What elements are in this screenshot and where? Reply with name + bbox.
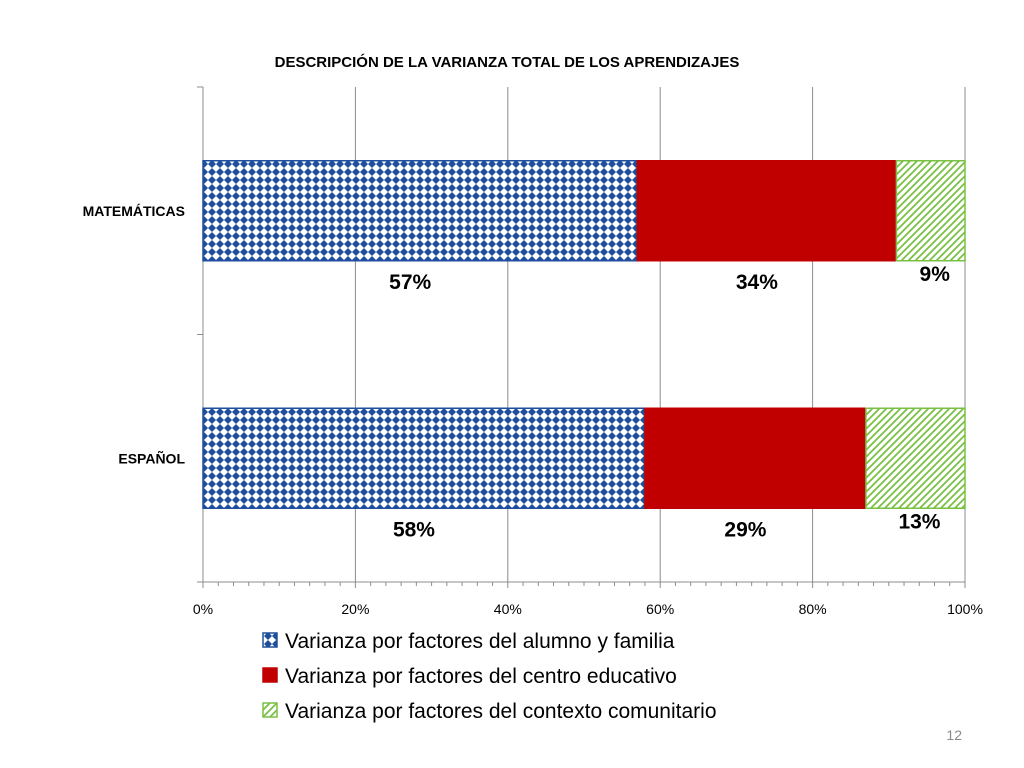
data-label: 29% <box>724 518 766 541</box>
data-label: 9% <box>920 263 951 286</box>
bar-segment <box>865 407 966 509</box>
x-tick-label: 100% <box>947 601 983 617</box>
slide-number: 12 <box>946 727 962 743</box>
legend-swatch <box>262 667 278 683</box>
bar-segment <box>644 407 867 509</box>
x-tick-labels: 0% 20% 40% 60% 80% 100% <box>193 601 983 617</box>
data-label: 57% <box>389 271 431 294</box>
chart-title: DESCRIPCIÓN DE LA VARIANZA TOTAL DE LOS … <box>275 53 740 71</box>
data-labels: 57% 34% 9% 58% 29% 13% <box>389 263 950 542</box>
legend-label: Varianza por factores del contexto comun… <box>285 700 717 723</box>
legend-swatch <box>262 702 278 718</box>
legend-swatch <box>262 632 278 648</box>
bar-segment <box>202 407 646 509</box>
legend-label: Varianza por factores del centro educati… <box>285 665 677 688</box>
legend: Varianza por factores del alumno y famil… <box>262 630 717 723</box>
x-tick-label: 60% <box>646 601 674 617</box>
data-label: 13% <box>898 510 940 533</box>
category-labels: MATEMÁTICAS ESPAÑOL <box>83 203 186 467</box>
bars <box>202 160 966 509</box>
bar-segment <box>636 160 898 262</box>
x-tick-label: 20% <box>341 601 369 617</box>
category-label: ESPAÑOL <box>118 449 185 466</box>
category-label: MATEMÁTICAS <box>83 203 185 219</box>
x-tick-label: 0% <box>193 601 213 617</box>
bar-segment <box>895 160 966 262</box>
legend-label: Varianza por factores del alumno y famil… <box>285 630 675 653</box>
x-tick-label: 80% <box>799 601 827 617</box>
data-label: 34% <box>736 271 778 294</box>
x-tick-label: 40% <box>494 601 522 617</box>
bar-segment <box>202 160 639 262</box>
data-label: 58% <box>393 518 435 541</box>
